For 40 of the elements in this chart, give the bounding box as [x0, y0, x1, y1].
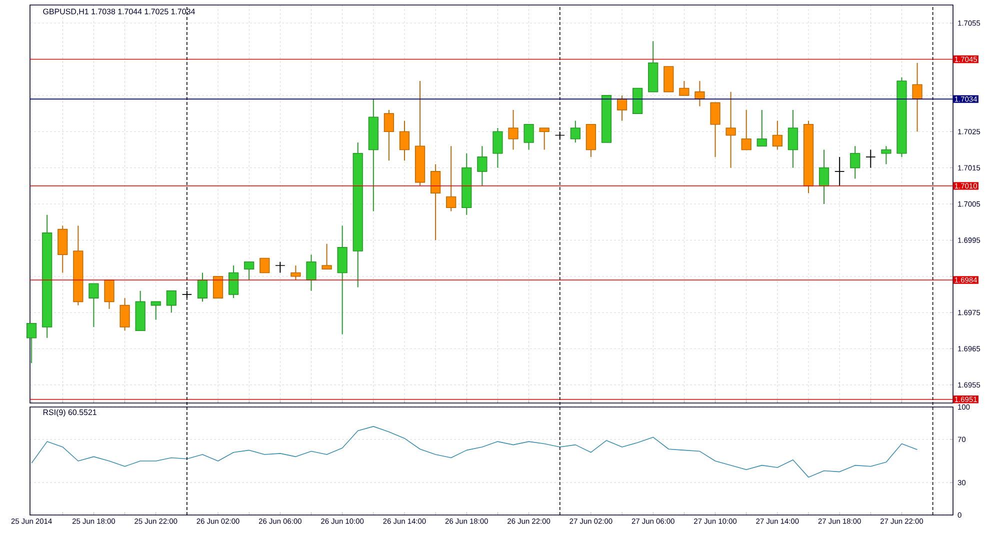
candlestick — [741, 109, 752, 150]
candlestick — [788, 109, 798, 168]
candlestick — [524, 124, 534, 150]
candlestick — [244, 261, 254, 280]
candlestick — [508, 109, 518, 150]
candlestick — [88, 283, 99, 328]
candlestick — [260, 258, 270, 274]
candlestick — [818, 149, 830, 204]
candlestick — [726, 91, 736, 168]
candlestick — [912, 62, 922, 132]
candlestick — [881, 146, 892, 165]
candlestick — [275, 261, 286, 274]
candlestick — [616, 94, 628, 122]
candlestick — [477, 146, 488, 186]
candlestick — [290, 265, 301, 280]
candlestick — [492, 128, 503, 168]
candlestick — [166, 290, 176, 314]
candlestick — [306, 254, 316, 292]
candlestick — [570, 120, 580, 143]
candlestick — [26, 322, 37, 364]
candlestick — [679, 80, 690, 96]
candlestick — [322, 243, 332, 270]
candlestick — [694, 80, 705, 107]
candlestick — [384, 109, 394, 162]
candlestick — [446, 146, 456, 212]
candlestick — [850, 146, 860, 180]
candlestick — [772, 120, 782, 150]
candlestick — [399, 120, 410, 162]
candlestick — [104, 279, 114, 310]
candlestick — [120, 298, 130, 332]
candlestick — [834, 156, 845, 186]
candlestick — [866, 149, 876, 168]
candlestick — [150, 301, 161, 320]
candlestick — [710, 102, 720, 158]
candlestick — [228, 265, 239, 299]
candlestick — [197, 272, 208, 302]
candlestick — [430, 164, 441, 241]
candlestick — [756, 109, 767, 147]
candlestick — [539, 128, 550, 150]
candlestick — [212, 276, 224, 298]
